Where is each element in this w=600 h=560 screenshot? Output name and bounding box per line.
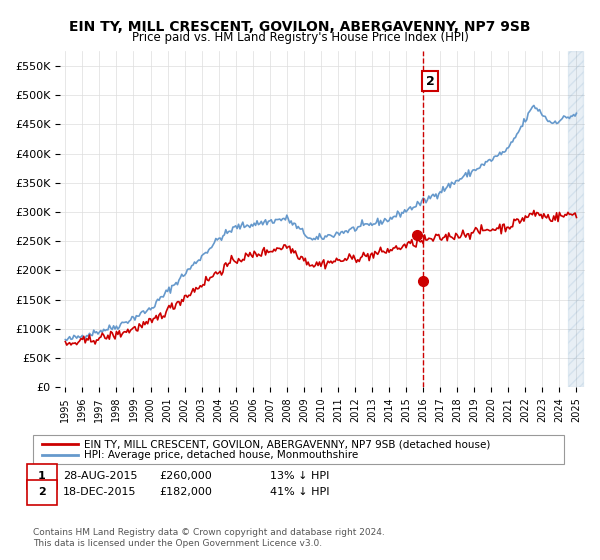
Text: Price paid vs. HM Land Registry's House Price Index (HPI): Price paid vs. HM Land Registry's House …	[131, 31, 469, 44]
Text: 18-DEC-2015: 18-DEC-2015	[63, 487, 137, 497]
Text: EIN TY, MILL CRESCENT, GOVILON, ABERGAVENNY, NP7 9SB (detached house): EIN TY, MILL CRESCENT, GOVILON, ABERGAVE…	[84, 439, 490, 449]
Text: EIN TY, MILL CRESCENT, GOVILON, ABERGAVENNY, NP7 9SB: EIN TY, MILL CRESCENT, GOVILON, ABERGAVE…	[69, 20, 531, 34]
Text: £182,000: £182,000	[159, 487, 212, 497]
Text: 28-AUG-2015: 28-AUG-2015	[63, 471, 137, 481]
Text: £260,000: £260,000	[159, 471, 212, 481]
Text: 13% ↓ HPI: 13% ↓ HPI	[270, 471, 329, 481]
Bar	[568, 52, 583, 387]
Text: HPI: Average price, detached house, Monmouthshire: HPI: Average price, detached house, Monm…	[84, 450, 358, 460]
Text: 41% ↓ HPI: 41% ↓ HPI	[270, 487, 329, 497]
Text: Contains HM Land Registry data © Crown copyright and database right 2024.
This d: Contains HM Land Registry data © Crown c…	[33, 528, 385, 548]
Text: 2: 2	[425, 74, 434, 88]
Text: 1: 1	[38, 471, 46, 481]
Text: 2: 2	[38, 487, 46, 497]
